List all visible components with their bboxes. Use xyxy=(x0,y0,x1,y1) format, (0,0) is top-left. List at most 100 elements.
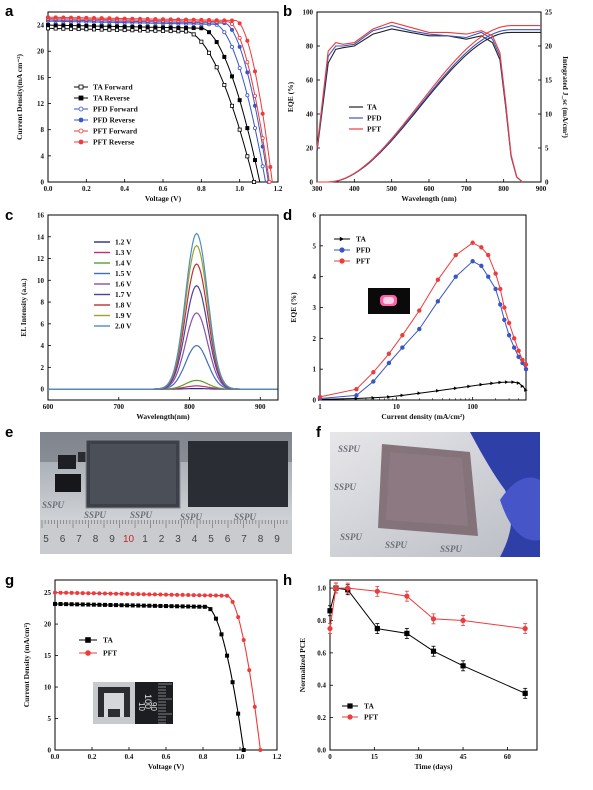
data-point-a xyxy=(222,83,227,88)
data-point-g xyxy=(147,592,152,597)
data-point-g xyxy=(202,593,207,598)
x-tick-label: 0.8 xyxy=(197,185,206,193)
data-point-a xyxy=(107,16,112,21)
data-point-g xyxy=(97,602,102,607)
x-tick-label: 30 xyxy=(415,753,423,761)
data-point-g xyxy=(213,593,218,598)
y-tick-label: 6 xyxy=(41,320,45,328)
data-point-d xyxy=(504,380,509,384)
data-point-a xyxy=(137,24,142,29)
ruler-number: 4 xyxy=(192,534,198,545)
legend-marker xyxy=(347,703,353,709)
data-point-d xyxy=(523,366,529,372)
data-point-a xyxy=(99,24,104,29)
x-tick-label: 700 xyxy=(461,185,472,193)
data-point-d xyxy=(371,379,376,384)
x-axis-label: Time (days) xyxy=(415,762,453,771)
data-point-d xyxy=(511,380,516,384)
data-point-d xyxy=(417,308,422,313)
y-tick-label: 60 xyxy=(306,77,314,85)
x-tick-label: 500 xyxy=(386,185,397,193)
data-point-g xyxy=(75,590,80,595)
ruler-number: 10 xyxy=(123,534,135,545)
legend-label: 1.4 V xyxy=(115,259,132,268)
data-point-a xyxy=(214,65,219,70)
eqe-curve-line xyxy=(319,260,527,399)
data-point-a xyxy=(206,50,211,55)
data-point-g xyxy=(125,603,130,608)
data-point-h xyxy=(374,625,380,632)
el-spectrum-line xyxy=(48,244,278,390)
data-point-a xyxy=(237,44,242,49)
data-point-d xyxy=(506,320,512,326)
y-tick-label: 3 xyxy=(313,304,317,312)
photo-f-glass: SSPU SSPU SSPU SSPU SSPU xyxy=(330,432,540,557)
plot-frame xyxy=(47,214,279,401)
data-point-g xyxy=(225,593,230,598)
data-point-g xyxy=(102,602,107,607)
data-point-a xyxy=(61,15,66,20)
y-tick-label: 0.4 xyxy=(317,682,326,690)
y-axis-label: EQE (%) xyxy=(286,81,295,112)
y-tick-label: 0.2 xyxy=(317,714,326,722)
y-tick-label: 20 xyxy=(37,48,45,56)
ruler-number: 8 xyxy=(258,534,264,545)
ruler-e: 5 6 7 8 9 10 1 2 3 4 5 6 7 8 9 xyxy=(41,520,288,545)
ruler-g-number: 100 xyxy=(143,694,153,709)
legend-label: PFT xyxy=(356,257,370,266)
data-point-a xyxy=(229,18,234,23)
data-point-g xyxy=(163,592,168,597)
data-point-a xyxy=(160,28,165,33)
data-point-g xyxy=(91,591,96,596)
data-point-a xyxy=(84,15,89,20)
data-point-d xyxy=(498,380,503,385)
legend-label: TA xyxy=(364,702,374,711)
x-tick-label: 0.8 xyxy=(199,753,208,761)
data-point-a xyxy=(122,28,127,33)
y-tick-label: 0 xyxy=(48,747,52,755)
data-point-d xyxy=(520,357,525,363)
data-point-a xyxy=(99,27,104,32)
y-tick-label: 16 xyxy=(37,212,45,220)
y-right-axis-label: Integrated J_sc (mA/cm²) xyxy=(561,56,570,138)
data-point-a xyxy=(245,70,250,75)
data-point-d xyxy=(516,381,521,385)
x-tick-label: 1.2 xyxy=(273,753,282,761)
data-point-a xyxy=(191,32,196,37)
data-point-g xyxy=(225,653,230,658)
data-point-a xyxy=(176,17,181,22)
data-point-g xyxy=(58,602,63,607)
y-tick-label: 10 xyxy=(44,684,52,692)
data-point-g xyxy=(158,603,163,608)
data-point-a xyxy=(191,26,196,31)
x-tick-label: 60 xyxy=(504,753,512,761)
x-tick-label: 800 xyxy=(184,403,195,411)
data-point-a xyxy=(260,136,265,141)
legend-label: PFT Reverse xyxy=(93,138,135,147)
data-point-a xyxy=(222,18,227,23)
y-tick-label: 0 xyxy=(41,386,45,394)
data-point-g xyxy=(202,604,207,609)
ruler-number: 6 xyxy=(60,534,66,545)
data-point-g xyxy=(191,593,196,598)
legend-marker xyxy=(78,95,84,101)
data-point-g xyxy=(208,607,213,612)
data-point-d xyxy=(506,333,512,338)
x-tick-label: 0.2 xyxy=(88,753,97,761)
data-point-h xyxy=(460,663,466,669)
photo-f-watermark: SSPU xyxy=(385,540,408,550)
data-point-a xyxy=(245,126,250,131)
data-point-g xyxy=(158,592,163,597)
el-spectrum-line xyxy=(48,344,278,390)
data-point-a xyxy=(53,15,58,20)
x-tick-label: 900 xyxy=(536,185,547,193)
data-point-a xyxy=(260,164,265,169)
legend-marker xyxy=(339,258,345,264)
x-tick-label: 300 xyxy=(312,185,323,193)
photo-e-watermark: SSPU xyxy=(130,510,153,520)
data-point-g xyxy=(69,602,74,607)
data-point-g xyxy=(252,704,257,709)
x-tick-label: 600 xyxy=(43,403,54,411)
data-point-a xyxy=(268,165,273,170)
